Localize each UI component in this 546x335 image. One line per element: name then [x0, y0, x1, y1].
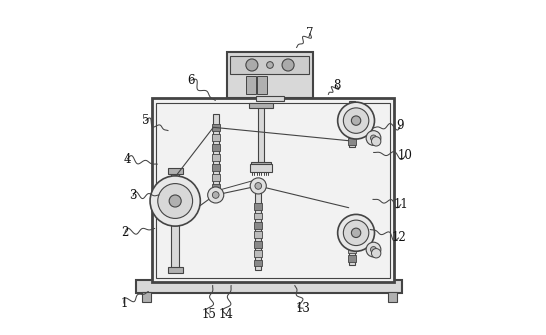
- Bar: [254, 213, 262, 219]
- Text: 14: 14: [218, 308, 234, 321]
- Text: 7: 7: [306, 27, 313, 40]
- Bar: [256, 96, 284, 100]
- Text: 1: 1: [120, 297, 128, 310]
- Bar: [348, 119, 356, 126]
- Bar: [141, 292, 151, 302]
- Bar: [168, 168, 182, 174]
- Bar: [227, 52, 312, 98]
- Bar: [348, 246, 356, 253]
- Text: 2: 2: [121, 226, 129, 239]
- Circle shape: [337, 102, 375, 139]
- Circle shape: [207, 187, 224, 203]
- Bar: [348, 129, 356, 135]
- Bar: [254, 250, 262, 257]
- Bar: [212, 174, 219, 181]
- Bar: [348, 237, 356, 243]
- Text: 5: 5: [142, 114, 150, 127]
- Bar: [348, 227, 356, 234]
- Bar: [254, 231, 262, 238]
- Bar: [257, 76, 268, 94]
- Bar: [230, 56, 309, 74]
- Circle shape: [371, 247, 377, 253]
- Circle shape: [169, 195, 181, 207]
- Circle shape: [282, 59, 294, 71]
- Bar: [251, 162, 271, 166]
- Bar: [258, 106, 264, 164]
- Bar: [171, 171, 179, 270]
- Circle shape: [158, 184, 193, 218]
- Bar: [156, 103, 390, 278]
- Circle shape: [371, 249, 381, 258]
- Bar: [349, 218, 355, 265]
- Bar: [348, 255, 356, 262]
- Bar: [212, 134, 219, 141]
- Text: 6: 6: [187, 74, 195, 87]
- Circle shape: [366, 131, 381, 145]
- Bar: [254, 222, 262, 229]
- Bar: [135, 280, 402, 293]
- Bar: [212, 154, 219, 161]
- Bar: [212, 124, 219, 131]
- Bar: [212, 144, 219, 151]
- Bar: [255, 188, 262, 270]
- Bar: [152, 98, 394, 282]
- Bar: [168, 267, 182, 273]
- Circle shape: [343, 108, 369, 133]
- Text: 10: 10: [398, 149, 413, 162]
- Circle shape: [366, 242, 381, 257]
- Bar: [388, 292, 397, 302]
- Circle shape: [266, 62, 274, 68]
- Bar: [349, 100, 355, 147]
- Text: 4: 4: [123, 153, 131, 165]
- Circle shape: [337, 214, 375, 251]
- Circle shape: [343, 220, 369, 246]
- Bar: [249, 103, 273, 108]
- Text: 3: 3: [129, 190, 136, 202]
- Text: 12: 12: [391, 231, 406, 244]
- Circle shape: [352, 228, 361, 238]
- Text: 9: 9: [396, 119, 404, 132]
- Circle shape: [250, 178, 266, 194]
- Bar: [212, 184, 219, 191]
- Bar: [348, 110, 356, 117]
- Circle shape: [255, 183, 262, 189]
- Circle shape: [371, 137, 381, 146]
- Bar: [246, 76, 256, 94]
- Circle shape: [352, 116, 361, 125]
- Circle shape: [212, 192, 219, 198]
- Text: 13: 13: [296, 302, 311, 315]
- Bar: [254, 260, 262, 266]
- Circle shape: [371, 135, 377, 141]
- Text: 15: 15: [202, 308, 217, 321]
- Circle shape: [246, 59, 258, 71]
- Bar: [254, 203, 262, 210]
- Text: 8: 8: [333, 79, 340, 92]
- Text: 11: 11: [394, 198, 408, 211]
- Bar: [348, 138, 356, 145]
- Circle shape: [150, 176, 200, 226]
- Bar: [254, 241, 262, 248]
- Bar: [212, 164, 219, 171]
- Bar: [250, 164, 272, 172]
- Bar: [213, 114, 219, 194]
